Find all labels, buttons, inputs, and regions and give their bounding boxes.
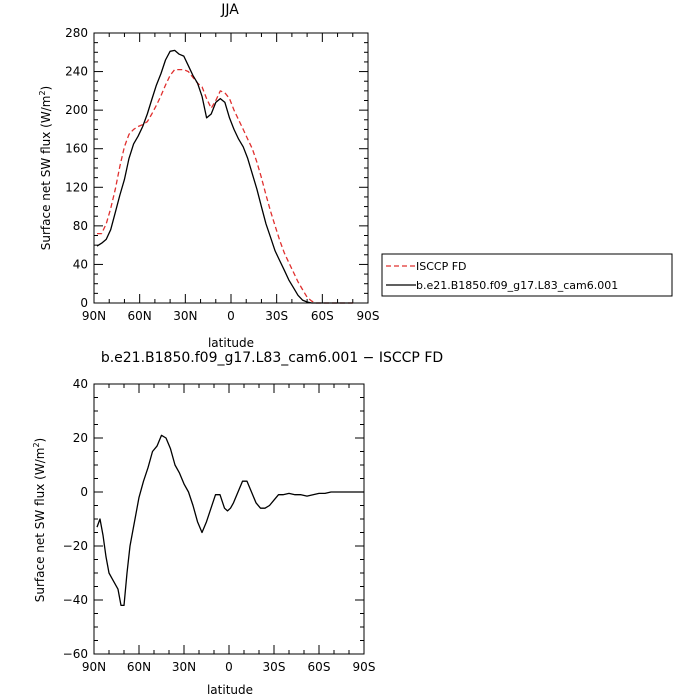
bottom-y-tick-label: −40	[63, 593, 88, 607]
bottom-series-line-0	[96, 434, 364, 607]
top-y-tick-label: 240	[65, 65, 88, 79]
top-y-tick-label: 40	[73, 257, 88, 271]
bottom-chart-marks: 90N 60N 30N 0 30S 60S 90S −60 −40 −20 0 20 40	[63, 377, 376, 674]
bottom-x-tick-label: 30S	[263, 660, 286, 674]
bottom-x-tick-label: 30N	[172, 660, 196, 674]
top-series-line-0	[97, 68, 353, 304]
top-series-line-1	[96, 49, 353, 304]
bottom-y-tick-label: −60	[63, 647, 88, 661]
bottom-x-tick-label: 90N	[82, 660, 106, 674]
legend-label-model: b.e21.B1850.f09_g17.L83_cam6.001	[416, 279, 618, 292]
top-y-tick-label: 160	[65, 142, 88, 156]
bottom-x-tick-label: 60N	[127, 660, 151, 674]
bottom-y-axis-title: Surface net SW flux (W/m2)	[32, 438, 47, 602]
top-x-tick-label: 0	[227, 309, 235, 323]
top-y-tick-label: 200	[65, 103, 88, 117]
top-y-axis-title-tail: )	[39, 86, 53, 91]
top-x-tick-label: 30S	[265, 309, 288, 323]
top-y-tick-label: 120	[65, 180, 88, 194]
bottom-x-tick-label: 60S	[308, 660, 331, 674]
bottom-y-axis-title-sup: 2	[32, 442, 41, 447]
bottom-y-axis-title-main: Surface net SW flux (W/m	[33, 448, 47, 603]
top-x-tick-label: 90N	[82, 309, 106, 323]
top-x-tick-label: 30N	[173, 309, 197, 323]
bottom-x-tick-label: 90S	[353, 660, 376, 674]
bottom-y-axis-title-tail: )	[33, 438, 47, 443]
legend-label-isccp: ISCCP FD	[416, 260, 467, 273]
top-x-tick-label: 60N	[128, 309, 152, 323]
top-x-tick-label: 60S	[311, 309, 334, 323]
top-y-axis-title-main: Surface net SW flux (W/m	[39, 96, 53, 251]
top-chart-panel: JJA 90N 60N 30N 0 30S 60S 90S 0 40 80 120 160 200 240…	[38, 2, 673, 350]
top-y-axis-title-sup: 2	[38, 90, 47, 95]
top-chart-legend: ISCCP FD b.e21.B1850.f09_g17.L83_cam6.00…	[381, 253, 673, 297]
top-x-axis-title: latitude	[208, 336, 254, 350]
bottom-y-tick-label: 0	[80, 485, 88, 499]
top-y-tick-label: 0	[80, 296, 88, 310]
bottom-y-tick-label: 20	[73, 431, 88, 445]
top-chart-title: JJA	[220, 2, 239, 18]
top-y-tick-label: 80	[73, 219, 88, 233]
bottom-y-tick-label: 40	[73, 377, 88, 391]
legend-box	[381, 253, 673, 297]
top-y-tick-label: 280	[65, 26, 88, 40]
bottom-chart-title: b.e21.B1850.f09_g17.L83_cam6.001 − ISCCP…	[101, 350, 443, 366]
top-chart-marks: 90N 60N 30N 0 30S 60S 90S 0 40 80 120 160 200 240 280	[65, 26, 379, 323]
bottom-x-axis-title: latitude	[207, 683, 253, 697]
bottom-chart-panel: b.e21.B1850.f09_g17.L83_cam6.001 − ISCCP…	[32, 350, 443, 697]
top-x-tick-label: 90S	[357, 309, 380, 323]
top-y-axis-title: Surface net SW flux (W/m2)	[38, 86, 53, 250]
bottom-y-tick-label: −20	[63, 539, 88, 553]
bottom-x-tick-label: 0	[225, 660, 233, 674]
top-chart-frame	[93, 32, 369, 304]
